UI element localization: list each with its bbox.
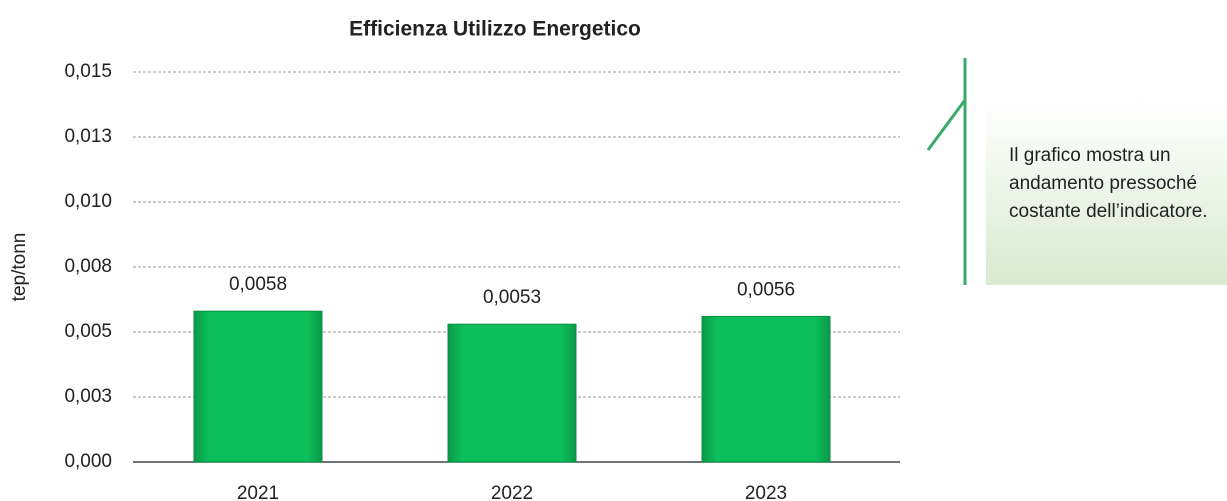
chart-title: Efficienza Utilizzo Energetico	[349, 18, 641, 41]
value-label: 0,0053	[483, 287, 541, 308]
y-tick-label: 0,008	[64, 256, 112, 277]
x-tick-label: 2023	[745, 483, 787, 501]
y-tick-label: 0,003	[64, 386, 112, 407]
callout-pointer	[926, 99, 967, 151]
x-tick-label: 2021	[237, 483, 279, 501]
bar	[701, 315, 831, 463]
y-tick-label: 0,013	[64, 126, 112, 147]
value-label: 0,0056	[737, 279, 795, 300]
value-label: 0,0058	[229, 274, 287, 295]
y-tick-label: 0,000	[64, 451, 112, 472]
y-tick-label: 0,010	[64, 191, 112, 212]
annotation: Il grafico mostra un andamento pressoché…	[986, 100, 1227, 285]
y-axis-label: tep/tonn	[9, 233, 30, 302]
bar	[193, 310, 323, 463]
x-tick-label: 2022	[491, 483, 533, 501]
bar	[447, 323, 577, 463]
y-tick-label: 0,015	[64, 61, 112, 82]
y-tick-label: 0,005	[64, 321, 112, 342]
